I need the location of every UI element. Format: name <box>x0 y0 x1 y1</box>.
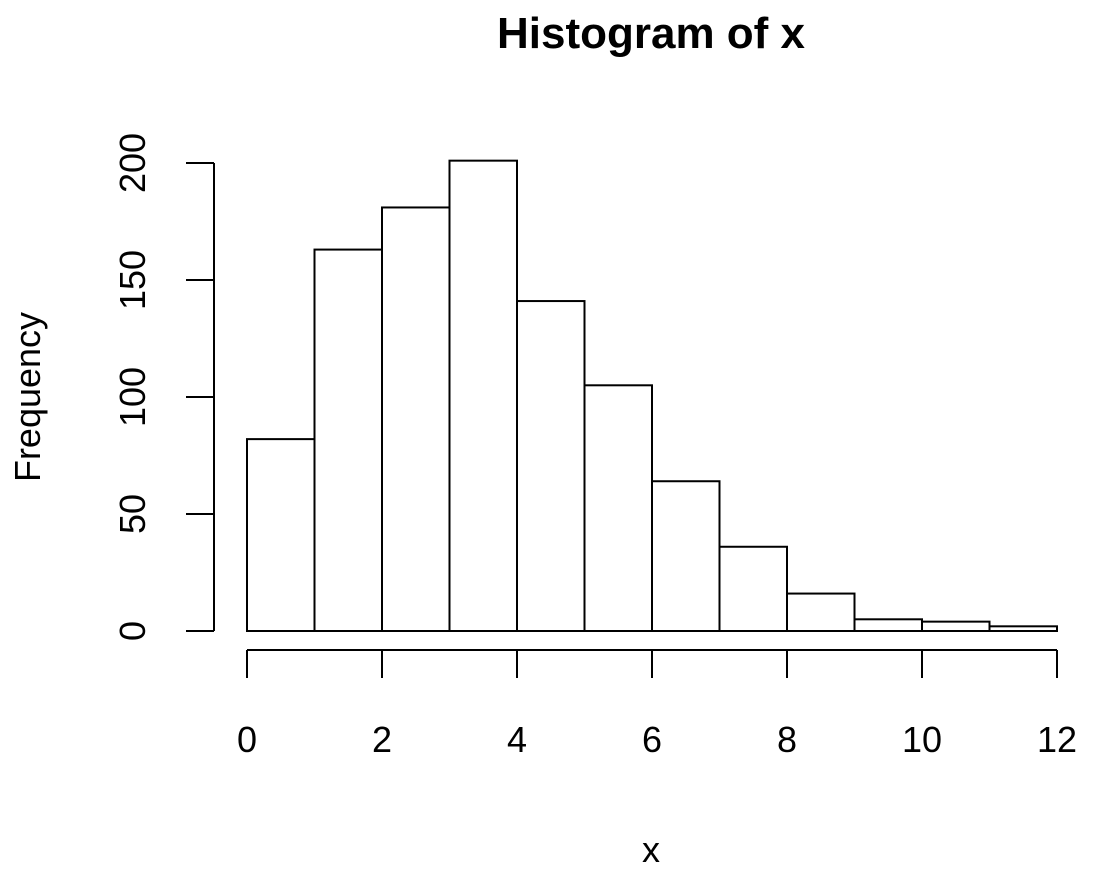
histogram-bar <box>313 248 383 633</box>
y-axis: 0 50 100 150 200 <box>112 133 215 641</box>
bars-group <box>246 159 1058 633</box>
histogram-bar <box>651 480 721 632</box>
chart-title: Histogram of x <box>497 9 806 58</box>
x-tick-label: 12 <box>1037 719 1077 760</box>
histogram-bar <box>583 384 653 632</box>
histogram-bar <box>853 618 923 632</box>
histogram-bar <box>381 206 451 633</box>
y-tick-label: 200 <box>112 133 153 193</box>
y-axis-label: Frequency <box>7 312 48 482</box>
x-axis-label: x <box>642 829 660 870</box>
histogram-bar <box>921 620 991 633</box>
x-tick-label: 2 <box>372 719 392 760</box>
y-tick-label: 0 <box>112 621 153 641</box>
histogram-bar <box>516 300 586 632</box>
histogram-bar <box>718 545 788 633</box>
histogram-bar <box>988 625 1058 633</box>
x-tick-label: 6 <box>642 719 662 760</box>
x-tick-label: 8 <box>777 719 797 760</box>
histogram-bar <box>448 159 518 632</box>
x-tick-label: 0 <box>237 719 257 760</box>
x-axis: 0 2 4 6 8 10 12 <box>237 649 1077 760</box>
y-tick-label: 100 <box>112 367 153 427</box>
x-tick-label: 10 <box>902 719 942 760</box>
histogram-bar <box>246 438 316 632</box>
y-tick-label: 150 <box>112 250 153 310</box>
histogram-bar <box>786 592 856 632</box>
x-tick-label: 4 <box>507 719 527 760</box>
y-tick-label: 50 <box>112 494 153 534</box>
